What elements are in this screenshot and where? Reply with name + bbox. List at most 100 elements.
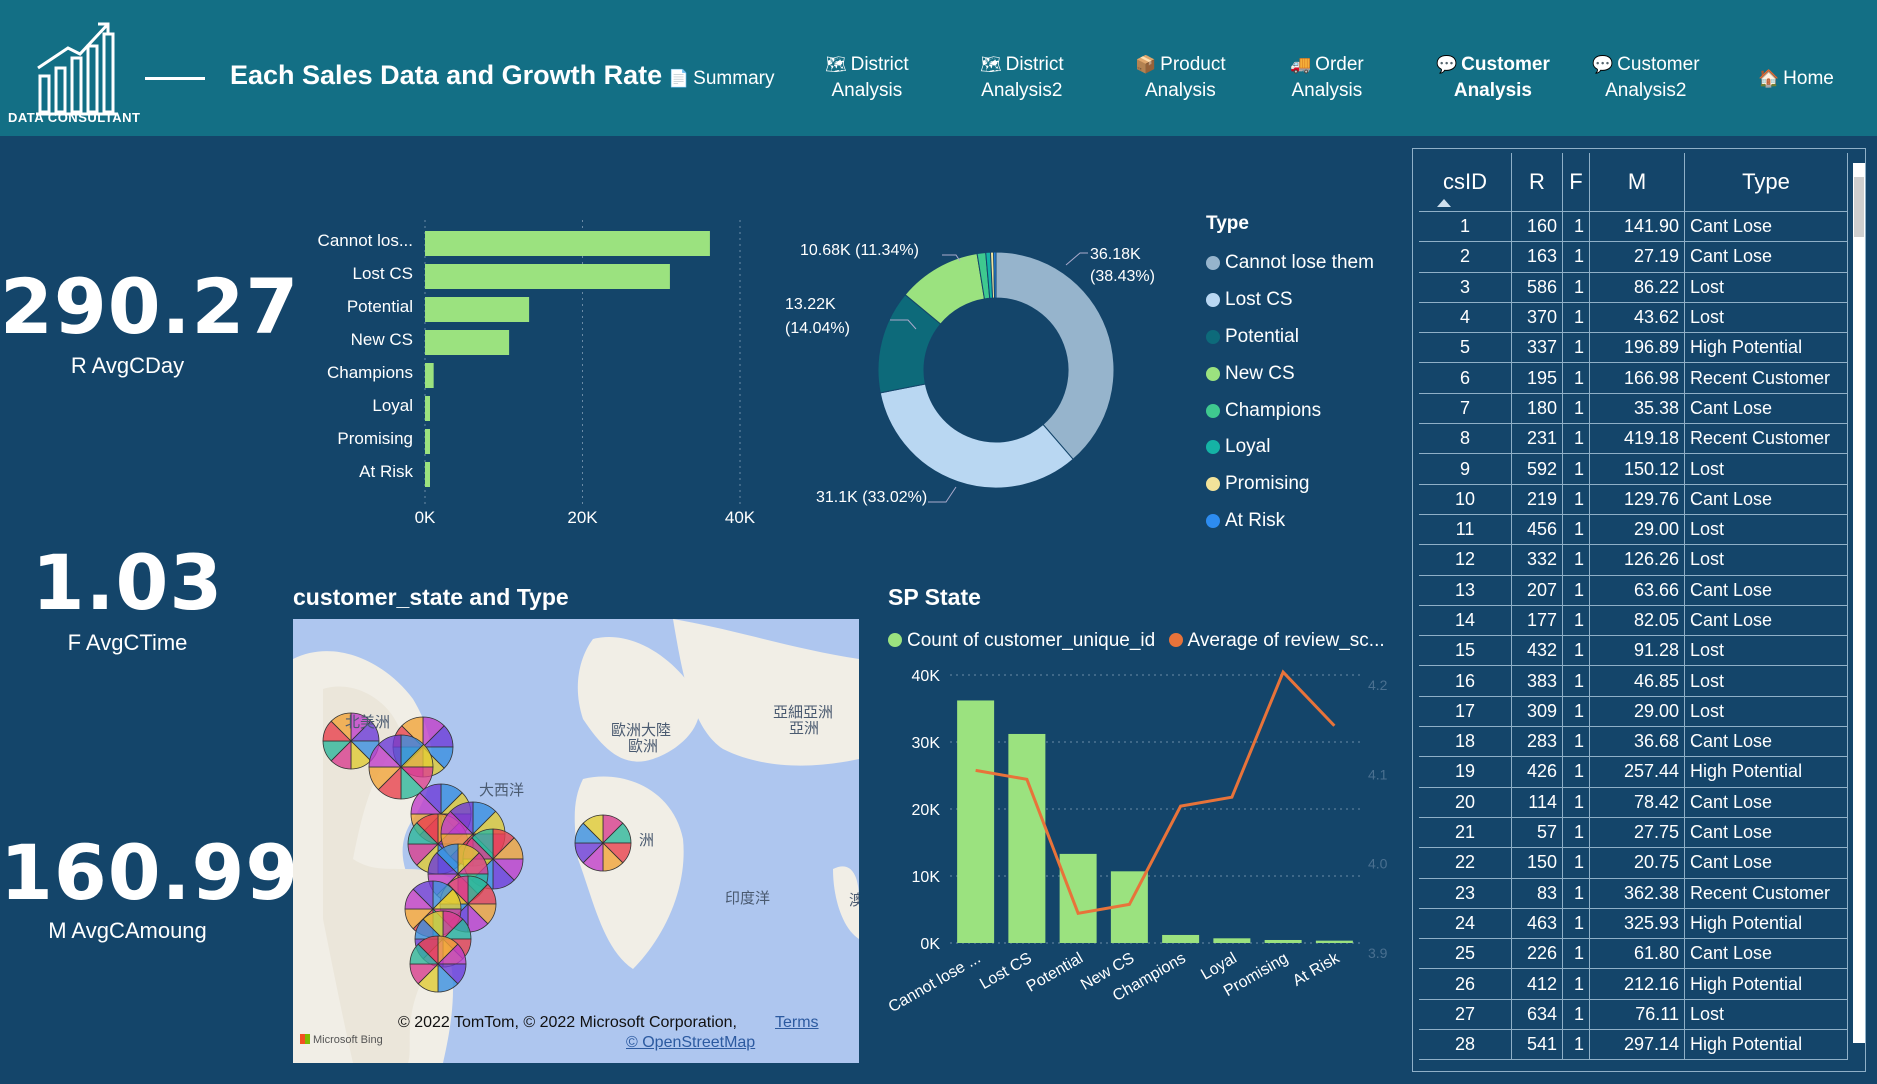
bar-new-cs[interactable] (425, 330, 510, 355)
table-row[interactable]: 7 180 1 35.38 Cant Lose (1419, 393, 1848, 425)
table-row[interactable]: 5 337 1 196.89 High Potential (1419, 332, 1848, 364)
sp-bar-loyal[interactable] (1213, 938, 1251, 943)
table-row[interactable]: 19 426 1 257.44 High Potential (1419, 756, 1848, 788)
table-row[interactable]: 14 177 1 82.05 Cant Lose (1419, 605, 1848, 637)
type-legend: Type Cannot lose them Lost CS Potential New… (1206, 213, 1374, 539)
type-donut-chart[interactable]: 36.18K (38.43%) 31.1K (33.02%) 13.22K (14.04… (770, 225, 1190, 525)
table-row[interactable]: 17 309 1 29.00 Lost (1419, 696, 1848, 728)
donut-data-label: 31.1K (33.02%) (816, 489, 927, 506)
table-row[interactable]: 3 586 1 86.22 Lost (1419, 272, 1848, 303)
table-row[interactable]: 10 219 1 129.76 Cant Lose (1419, 484, 1848, 515)
scrollbar-thumb[interactable] (1854, 177, 1864, 237)
map-region-label: 洲 (639, 832, 655, 849)
sp-bar-potential[interactable] (1059, 853, 1097, 943)
table-row[interactable]: 18 283 1 36.68 Cant Lose (1419, 726, 1848, 758)
map-region-label: 澳 (849, 892, 859, 909)
nav-customer-analysis[interactable]: 💬 Customer Analysis (1436, 52, 1550, 104)
table-cell: 1 (1562, 514, 1590, 546)
table-cell: Lost (1684, 272, 1848, 303)
nav-order-analysis[interactable]: 🚚 Order Analysis (1290, 52, 1364, 104)
table-cell: 1 (1562, 332, 1590, 364)
table-row[interactable]: 21 57 1 27.75 Cant Lose (1419, 817, 1848, 849)
donut-slice-cannot-lose-them[interactable] (995, 251, 1115, 461)
donut-slice-at-risk[interactable] (993, 251, 997, 299)
table-cell: 1 (1562, 453, 1590, 485)
nav-district-analysis2[interactable]: 🗺 District Analysis2 (980, 52, 1064, 104)
legend-item[interactable]: Lost CS (1206, 282, 1374, 319)
sp-bar-cannot-lose-[interactable] (957, 700, 995, 943)
table-cell: 1 (1562, 726, 1590, 758)
legend-item[interactable]: Promising (1206, 466, 1374, 503)
map-pie-marker[interactable] (322, 712, 380, 770)
map-pie-marker[interactable] (409, 935, 467, 993)
map-terms-link[interactable]: Terms (775, 1014, 819, 1031)
bar-cannot-los-[interactable] (425, 231, 710, 256)
sp-category-label: Cannot lose ... (886, 950, 984, 1016)
table-row[interactable]: 1 160 1 141.90 Cant Lose (1419, 211, 1848, 243)
table-cell: 1 (1562, 968, 1590, 1000)
table-cell: 325.93 (1589, 908, 1685, 940)
table-cell: 1 (1562, 302, 1590, 334)
bar-lost-cs[interactable] (425, 264, 670, 289)
type-bar-chart[interactable]: Cannot los... Lost CS Potential New CS Champ… (290, 215, 770, 535)
leader-line (890, 319, 917, 330)
nav-district-analysis[interactable]: 🗺 District Analysis (825, 52, 909, 104)
column-header-f[interactable]: F (1562, 153, 1590, 212)
table-row[interactable]: 8 231 1 419.18 Recent Customer (1419, 423, 1848, 455)
table-row[interactable]: 26 412 1 212.16 High Potential (1419, 968, 1848, 1000)
table-cell: 8 (1419, 423, 1512, 455)
table-row[interactable]: 25 226 1 61.80 Cant Lose (1419, 938, 1848, 970)
customer-rfm-table[interactable]: csID R F M Type 1 160 1 141.90 Cant Lose 2 163 1 27.… (1412, 148, 1866, 1072)
table-cell: High Potential (1684, 756, 1848, 788)
map-pie-marker[interactable] (368, 734, 434, 800)
nav-customer-analysis2[interactable]: 💬 Customer Analysis2 (1592, 52, 1700, 104)
table-row[interactable]: 12 332 1 126.26 Lost (1419, 544, 1848, 576)
legend-item[interactable]: Loyal (1206, 429, 1374, 466)
nav-label: District (850, 54, 909, 75)
bar-promising[interactable] (425, 429, 430, 454)
legend-item[interactable]: Potential (1206, 319, 1374, 356)
table-row[interactable]: 23 83 1 362.38 Recent Customer (1419, 878, 1848, 909)
table-cell: 141.90 (1589, 211, 1685, 243)
legend-item[interactable]: Cannot lose them (1206, 245, 1374, 282)
column-header-m[interactable]: M (1589, 153, 1685, 212)
nav-home[interactable]: 🏠 Home (1758, 66, 1834, 92)
table-row[interactable]: 20 114 1 78.42 Cant Lose (1419, 787, 1848, 818)
legend-item[interactable]: New CS (1206, 355, 1374, 392)
map-osm-link[interactable]: © OpenStreetMap (626, 1034, 756, 1051)
table-row[interactable]: 22 150 1 20.75 Cant Lose (1419, 847, 1848, 879)
table-row[interactable]: 6 195 1 166.98 Recent Customer (1419, 362, 1848, 394)
table-scrollbar[interactable] (1853, 163, 1865, 1043)
sp-bar-champions[interactable] (1162, 934, 1200, 943)
legend-item[interactable]: At Risk (1206, 503, 1374, 540)
column-header-r[interactable]: R (1511, 153, 1563, 212)
customer-state-map[interactable]: 北美洲 大西洋 歐洲大陸 歐洲 亞細亞洲 亞洲洲印度洋 澳 © 2022 TomTom, ©… (293, 619, 859, 1063)
table-row[interactable]: 11 456 1 29.00 Lost (1419, 514, 1848, 546)
sp-bar-promising[interactable] (1264, 939, 1302, 943)
bar-champions[interactable] (425, 363, 434, 388)
table-row[interactable]: 9 592 1 150.12 Lost (1419, 453, 1848, 485)
table-row[interactable]: 24 463 1 325.93 High Potential (1419, 908, 1848, 940)
nav-summary[interactable]: 📄 Summary (668, 66, 774, 92)
column-header-type[interactable]: Type (1684, 153, 1848, 212)
table-row[interactable]: 4 370 1 43.62 Lost (1419, 302, 1848, 334)
table-row[interactable]: 28 541 1 297.14 High Potential (1419, 1029, 1848, 1061)
table-row[interactable]: 15 432 1 91.28 Lost (1419, 635, 1848, 667)
table-row[interactable]: 13 207 1 63.66 Cant Lose (1419, 575, 1848, 606)
review-score-line[interactable] (975, 669, 1336, 916)
nav-product-analysis[interactable]: 📦 Product Analysis (1135, 52, 1226, 104)
bar-potential[interactable] (425, 297, 530, 322)
table-row[interactable]: 2 163 1 27.19 Cant Lose (1419, 241, 1848, 273)
table-row[interactable]: 27 634 1 76.11 Lost (1419, 999, 1848, 1031)
legend-item[interactable]: Champions (1206, 392, 1374, 429)
sp-bar-at-risk[interactable] (1315, 940, 1353, 943)
bar-at-risk[interactable] (425, 462, 430, 487)
bar-loyal[interactable] (425, 396, 430, 421)
sort-ascending-icon[interactable] (1437, 199, 1451, 207)
sp-bar-lost-cs[interactable] (1008, 733, 1046, 943)
column-header-csid[interactable]: csID (1419, 153, 1512, 212)
table-row[interactable]: 16 383 1 46.85 Lost (1419, 665, 1848, 697)
sp-state-combo-chart[interactable]: 40K 30K 20K 10K 0K 4.2 4.1 4.0 3.9 Cannot lose ..… (880, 660, 1400, 1040)
donut-slice-lost-cs[interactable] (879, 383, 1074, 489)
map-pie-marker[interactable] (574, 814, 632, 872)
